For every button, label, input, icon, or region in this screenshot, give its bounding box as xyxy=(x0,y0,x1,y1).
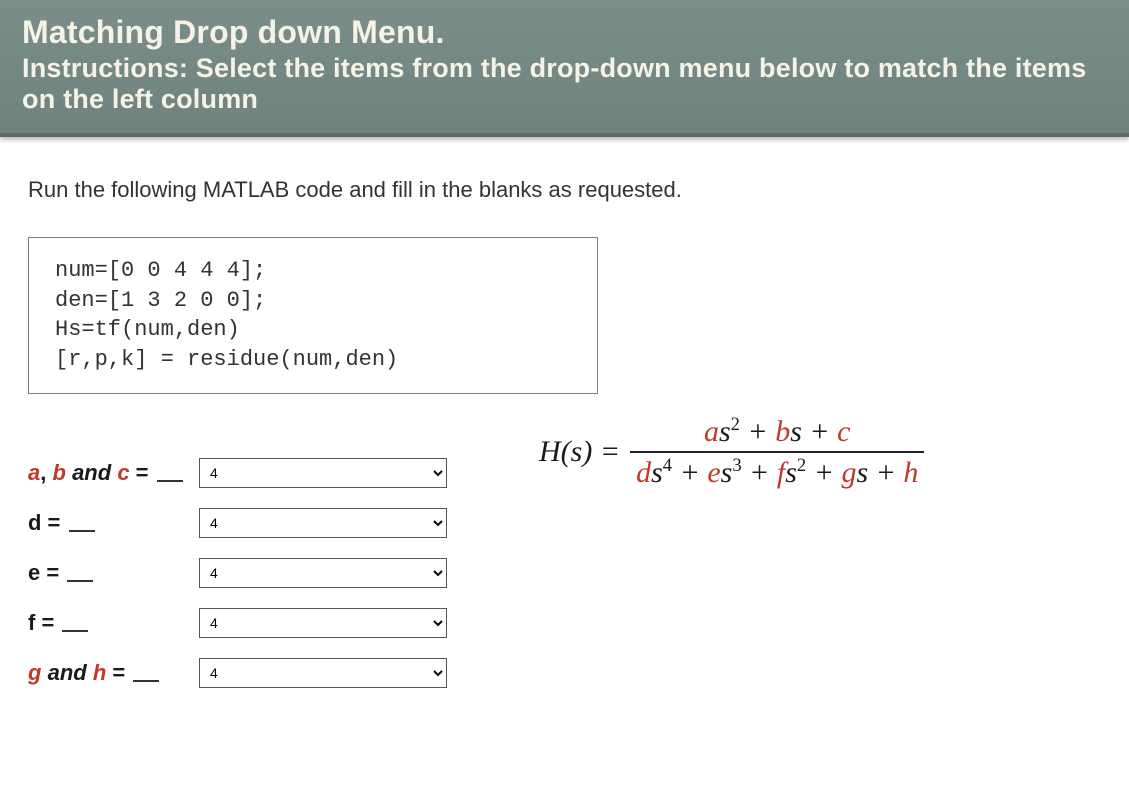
row-label-gh: g and h = xyxy=(28,660,193,686)
page-title: Matching Drop down Menu. xyxy=(22,14,1107,51)
matlab-code-block: num=[0 0 4 4 4]; den=[1 3 2 0 0]; Hs=tf(… xyxy=(28,237,598,394)
page-instructions: Instructions: Select the items from the … xyxy=(22,53,1107,115)
row-label-d: d = xyxy=(28,510,193,536)
equation-lhs: H(s) = xyxy=(539,435,620,469)
question-prompt: Run the following MATLAB code and fill i… xyxy=(28,177,1101,203)
transfer-function-equation: H(s) = as2 + bs + c ds4 + es3 + fs2 + gs… xyxy=(539,412,924,493)
row-label-e: e = xyxy=(28,560,193,586)
dropdown-f[interactable]: 4 xyxy=(199,608,447,638)
content-area: Run the following MATLAB code and fill i… xyxy=(0,137,1129,716)
match-grid: a, b and c = 4 d = 4 e = 4 f = 4 g and h… xyxy=(28,458,449,688)
row-label-f: f = xyxy=(28,610,193,636)
equation-denominator: ds4 + es3 + fs2 + gs + h xyxy=(630,451,924,493)
row-label-abc: a, b and c = xyxy=(28,460,193,486)
dropdown-d[interactable]: 4 xyxy=(199,508,447,538)
equation-fraction: as2 + bs + c ds4 + es3 + fs2 + gs + h xyxy=(630,412,924,493)
lower-section: a, b and c = 4 d = 4 e = 4 f = 4 g and h… xyxy=(28,458,1101,688)
dropdown-abc[interactable]: 4 xyxy=(199,458,447,488)
header-bar: Matching Drop down Menu. Instructions: S… xyxy=(0,0,1129,137)
equation-numerator: as2 + bs + c xyxy=(698,412,856,452)
dropdown-gh[interactable]: 4 xyxy=(199,658,447,688)
dropdown-e[interactable]: 4 xyxy=(199,558,447,588)
